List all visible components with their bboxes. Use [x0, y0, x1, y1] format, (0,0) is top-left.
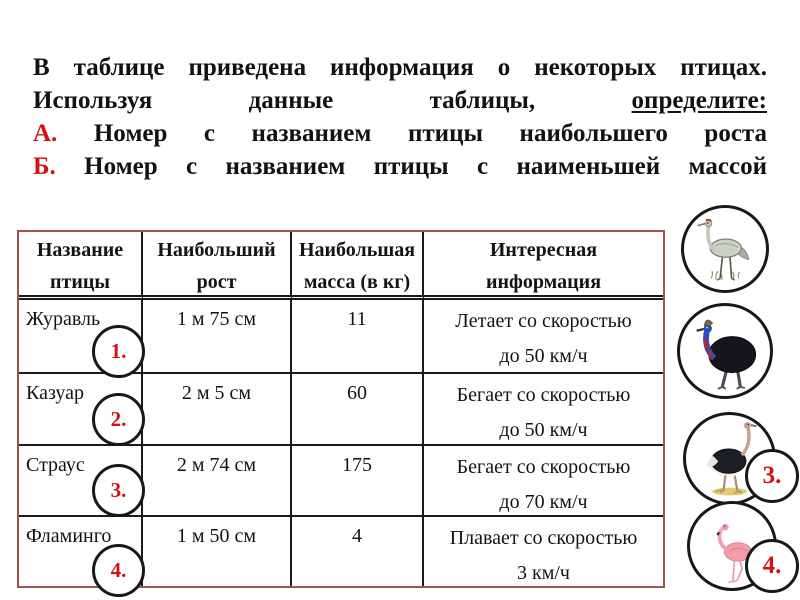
cell-info: Плавает со скоростью 3 км/ч	[424, 517, 663, 586]
task-line-2-underlined: определите:	[631, 87, 767, 114]
bird-image-crane	[681, 205, 769, 293]
cell-mass: 175	[292, 446, 424, 517]
cell-mass: 11	[292, 300, 424, 374]
cell-mass: 60	[292, 374, 424, 446]
info-line-1: Бегает со скоростью	[456, 456, 631, 478]
cell-height: 1 м 75 см	[143, 300, 292, 374]
cell-mass: 4	[292, 517, 424, 586]
bird-badge-3[interactable]: 3.	[745, 449, 799, 503]
info-line-2: до 50 км/ч	[499, 345, 588, 367]
col-header-height: Наибольший рост	[143, 232, 292, 300]
answer-circle-3[interactable]: 3.	[92, 464, 145, 517]
answer-circle-1-label: 1.	[110, 339, 127, 363]
item-a-marker: А.	[33, 120, 58, 147]
answer-circle-2[interactable]: 2.	[92, 393, 145, 446]
cell-height: 2 м 5 см	[143, 374, 292, 446]
answer-circle-4[interactable]: 4.	[92, 544, 145, 597]
task-item-b: Б. Номер с названием птицы с наименьшей …	[33, 150, 767, 183]
bird-badge-4[interactable]: 4.	[745, 539, 799, 593]
info-line-2: до 50 км/ч	[499, 419, 588, 441]
cell-bird-name: Фламинго	[19, 517, 143, 586]
cassowary-icon	[696, 319, 757, 390]
bird-badge-4-label: 4.	[762, 552, 782, 579]
task-line-1: В таблице приведена информация о некотор…	[33, 51, 767, 84]
bird-image-cassowary	[677, 303, 773, 399]
col-header-info: Интересная информация	[424, 232, 663, 300]
cell-info: Бегает со скоростью до 70 км/ч	[424, 446, 663, 517]
cell-info: Летает со скоростью до 50 км/ч	[424, 300, 663, 374]
answer-circle-2-label: 2.	[110, 407, 127, 431]
item-a-text: Номер с названием птицы наибольшего рост…	[93, 120, 767, 147]
ostrich-icon	[706, 421, 757, 496]
info-line-2: 3 км/ч	[517, 562, 570, 584]
task-line-2: Используя данные таблицы, определите:	[33, 84, 767, 117]
info-line-1: Бегает со скоростью	[456, 384, 631, 406]
cell-bird-name: Журавль	[19, 300, 143, 374]
task-line-1-text: В таблице приведена информация о некотор…	[33, 54, 767, 81]
cell-height: 2 м 74 см	[143, 446, 292, 517]
item-b-marker: Б.	[33, 153, 56, 180]
task-line-2-text: Используя данные таблицы,	[33, 87, 536, 114]
task-item-a: А. Номер с названием птицы наибольшего р…	[33, 117, 767, 150]
info-line-2: до 70 км/ч	[499, 491, 588, 513]
crane-icon	[697, 218, 750, 281]
info-line-1: Летает со скоростью	[455, 310, 632, 332]
answer-circle-4-label: 4.	[110, 558, 127, 582]
col-header-bird-name: Название птицы	[19, 232, 143, 300]
info-line-1: Плавает со скоростью	[449, 527, 638, 549]
col-header-mass: Наибольшая масса (в кг)	[292, 232, 424, 300]
task-text-block: В таблице приведена информация о некотор…	[33, 51, 767, 183]
cell-info: Бегает со скоростью до 50 км/ч	[424, 374, 663, 446]
cell-height: 1 м 50 см	[143, 517, 292, 586]
answer-circle-1[interactable]: 1.	[92, 325, 145, 378]
answer-circle-3-label: 3.	[110, 478, 127, 502]
item-b-text: Номер с названием птицы с наименьшей мас…	[84, 153, 767, 180]
bird-badge-3-label: 3.	[762, 462, 782, 489]
